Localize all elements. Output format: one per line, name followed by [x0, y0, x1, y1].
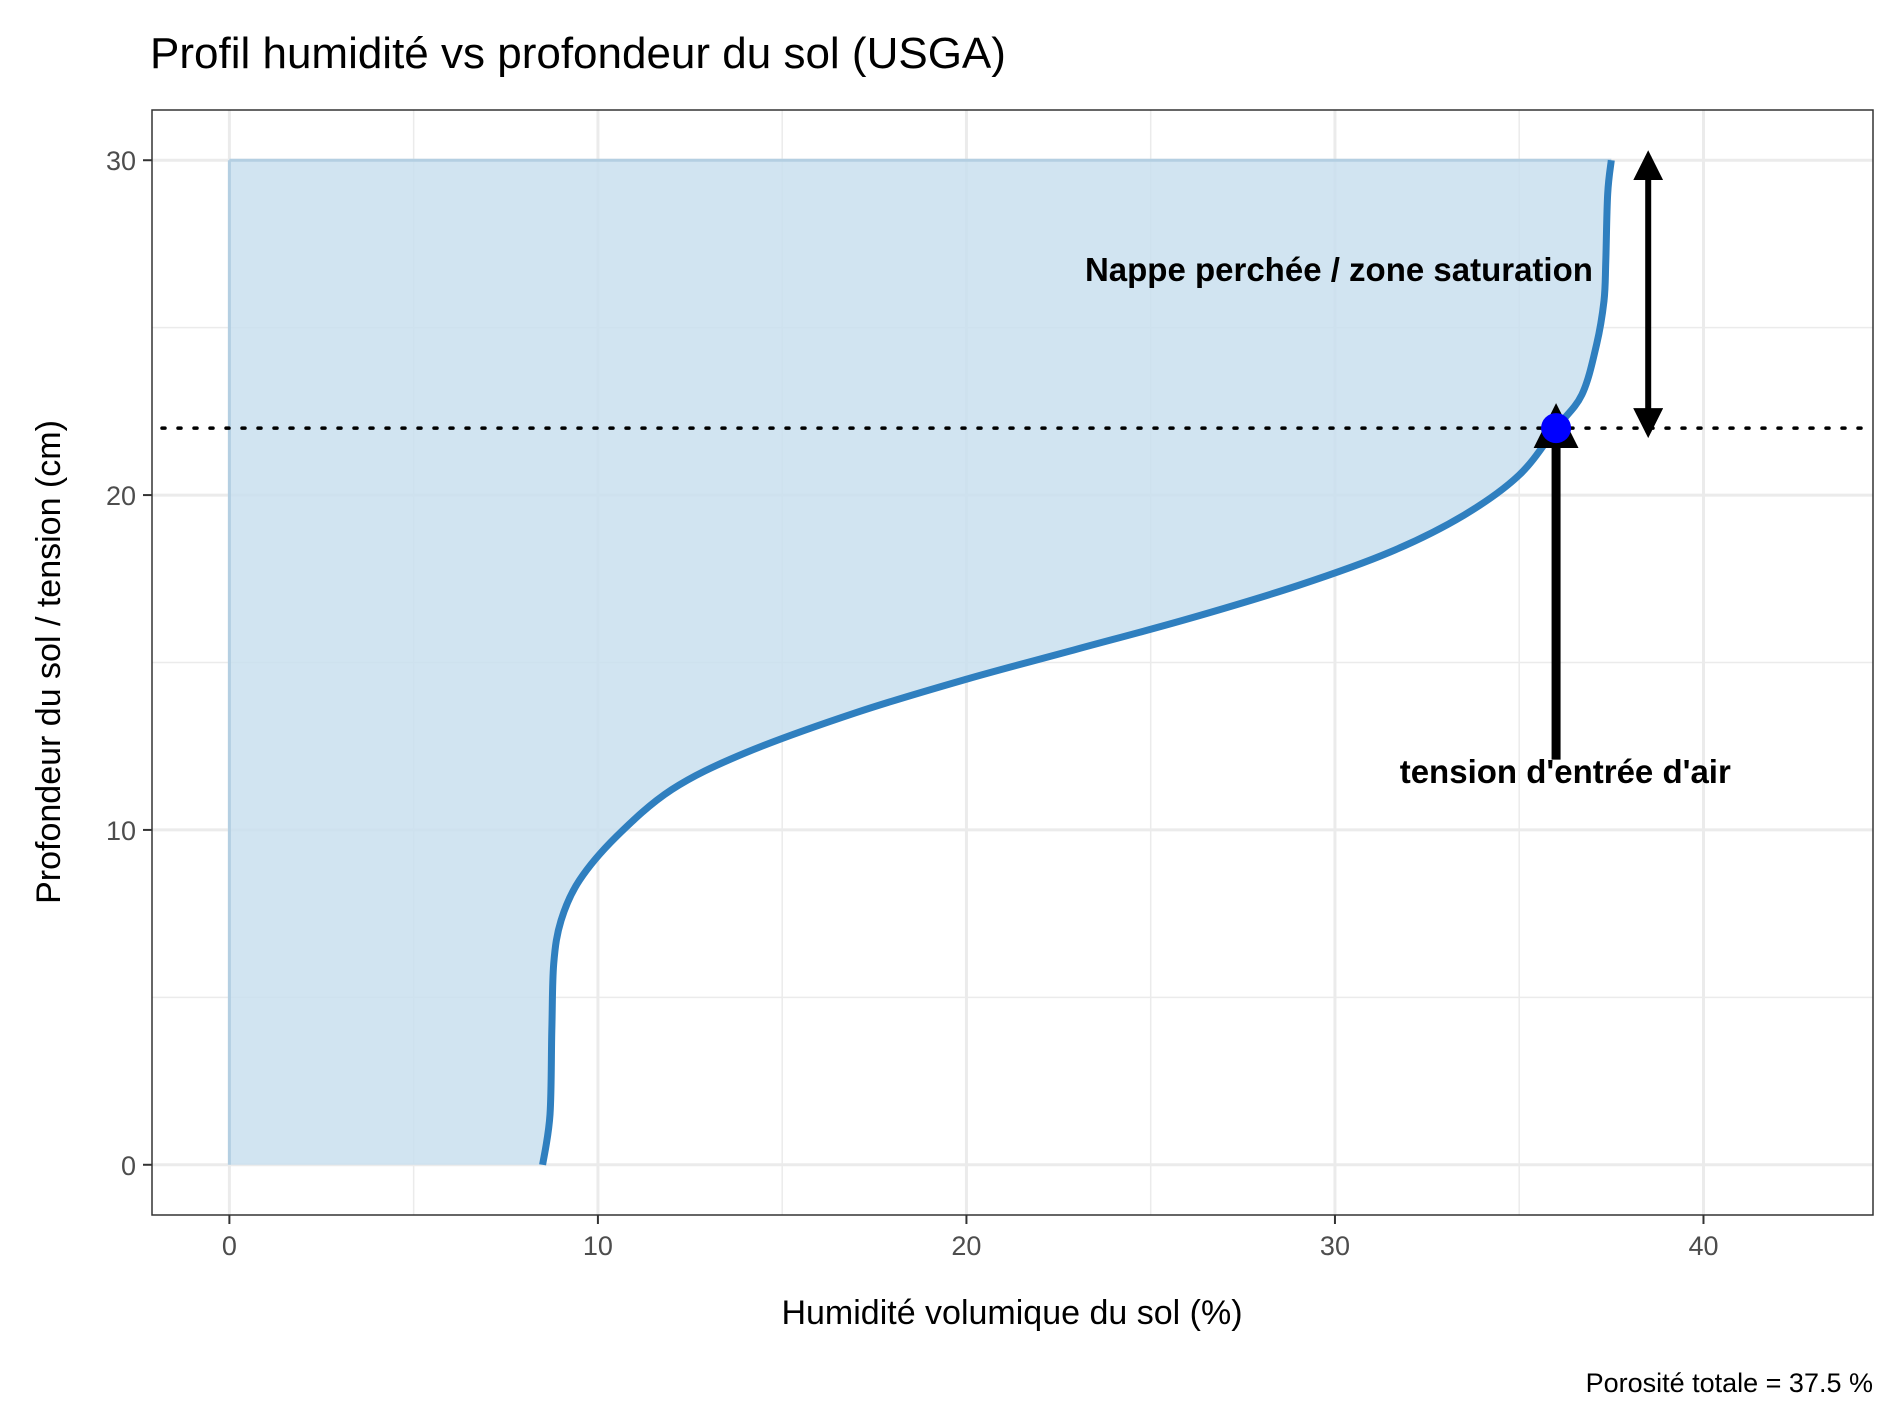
x-tick-label: 20 [951, 1231, 981, 1261]
air-entry-label: tension d'entrée d'air [1400, 753, 1731, 790]
moisture-curve [539, 159, 1615, 1166]
x-tick-label: 30 [1320, 1231, 1350, 1261]
x-axis-title: Humidité volumique du sol (%) [781, 1294, 1242, 1332]
x-tick-label: 0 [222, 1231, 237, 1261]
y-tick-label: 0 [121, 1151, 136, 1181]
plot-border [151, 109, 1874, 1216]
y-axis: 0 10 20 30 [106, 146, 152, 1181]
caption: Porosité totale = 37.5 % [1586, 1368, 1873, 1398]
x-axis: 0 10 20 30 40 [222, 1215, 1719, 1261]
air-entry-point [1541, 413, 1572, 444]
y-tick-label: 20 [106, 481, 136, 511]
x-tick-label: 40 [1688, 1231, 1718, 1261]
y-tick-label: 10 [106, 816, 136, 846]
y-axis-title: Profondeur du sol / tension (cm) [30, 420, 68, 904]
x-tick-label: 10 [583, 1231, 613, 1261]
y-tick-label: 30 [106, 146, 136, 176]
moisture-area [229, 160, 1612, 1165]
perched-water-label: Nappe perchée / zone saturation [1085, 251, 1593, 288]
chart-title: Profil humidité vs profondeur du sol (US… [150, 29, 1006, 78]
